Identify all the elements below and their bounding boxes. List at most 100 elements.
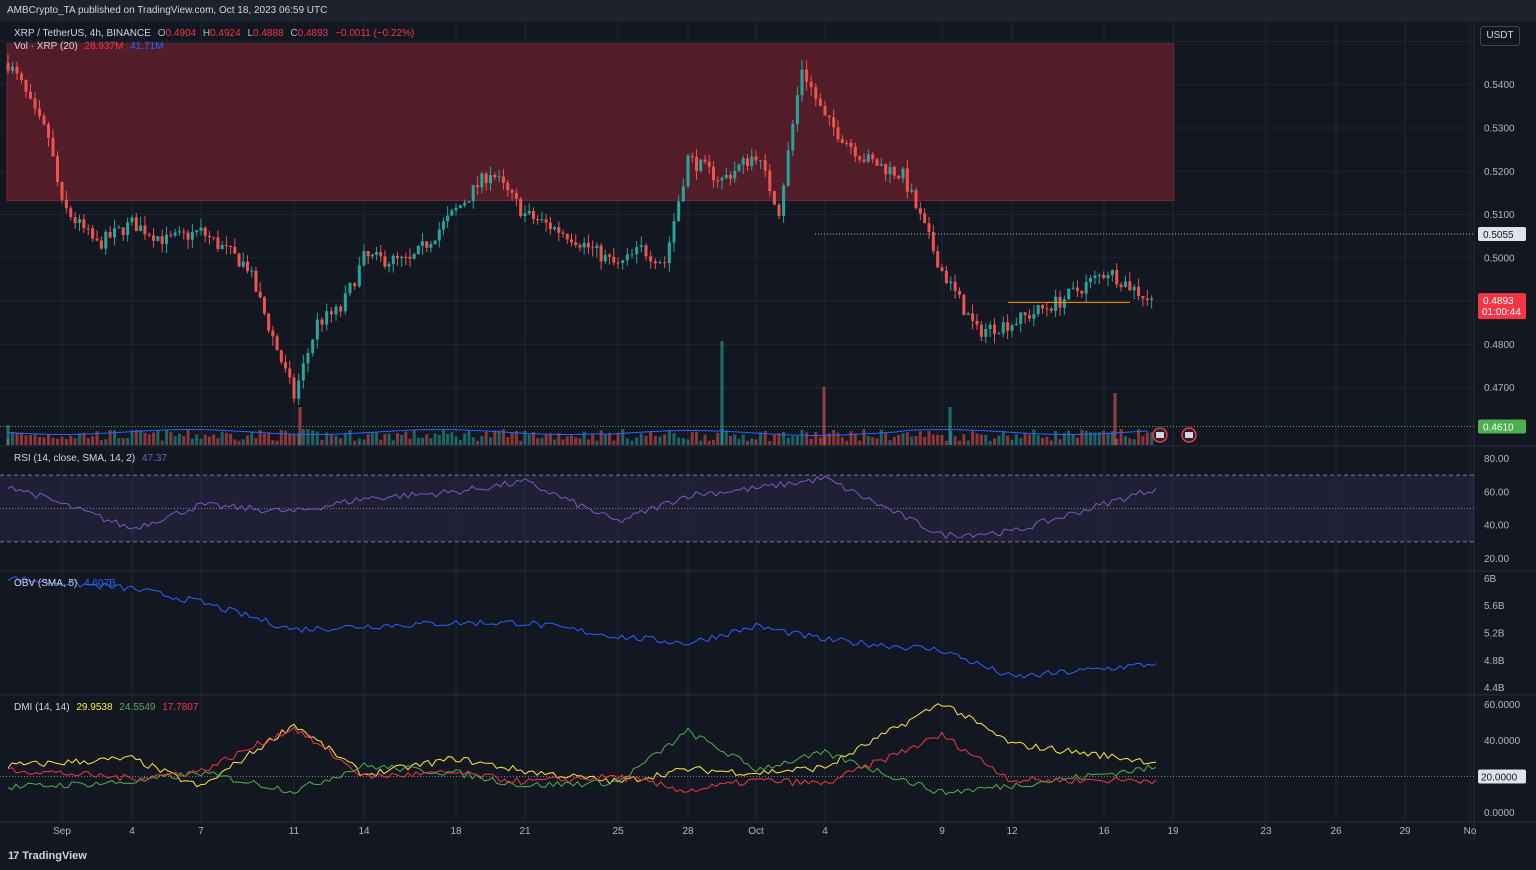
volume-bar bbox=[910, 436, 914, 445]
candle-body bbox=[484, 173, 488, 184]
volume-bar bbox=[962, 434, 966, 445]
indicator-tick-label: 40.00 bbox=[1484, 521, 1509, 532]
candle-body bbox=[301, 363, 305, 381]
candle-body bbox=[458, 205, 462, 208]
volume-bar bbox=[1128, 438, 1132, 445]
candle-body bbox=[716, 180, 720, 182]
volume-bar bbox=[212, 434, 216, 445]
volume-bar bbox=[78, 433, 81, 445]
candle-body bbox=[493, 175, 497, 178]
volume-bar bbox=[695, 431, 698, 445]
volume-bar bbox=[334, 435, 338, 445]
candle-body bbox=[362, 251, 366, 266]
volume-bar bbox=[69, 435, 73, 445]
obv-legend: OBV (SMA, 5) 4.607B bbox=[14, 578, 120, 589]
candle-body bbox=[86, 228, 90, 230]
candle-body bbox=[1097, 274, 1101, 276]
volume-bar bbox=[224, 432, 228, 445]
candle-body bbox=[82, 219, 86, 229]
candle-body bbox=[1119, 284, 1123, 288]
volume-bar bbox=[134, 430, 138, 445]
volume-spike bbox=[948, 407, 952, 445]
candle-body bbox=[699, 159, 703, 172]
tv-logo-icon: 17 bbox=[8, 850, 19, 862]
candle-body bbox=[421, 241, 425, 246]
tradingview-logo[interactable]: 17 TradingView bbox=[8, 850, 87, 862]
candle-body bbox=[1019, 312, 1023, 324]
candle-body bbox=[139, 225, 143, 232]
candle-body bbox=[1123, 281, 1127, 288]
price-tick-label: 0.4700 bbox=[1484, 383, 1515, 394]
volume-bar bbox=[557, 433, 561, 445]
candle-body bbox=[379, 252, 383, 257]
candle-body bbox=[814, 87, 818, 99]
time-tick-label: No bbox=[1464, 826, 1477, 837]
volume-bar bbox=[845, 440, 849, 445]
candle-body bbox=[339, 306, 343, 312]
volume-bar bbox=[177, 433, 181, 445]
candle-body bbox=[809, 81, 813, 88]
level-upper-label: 0.5055 bbox=[1483, 230, 1514, 241]
adx-line bbox=[7, 703, 1157, 788]
low-value: 0.4888 bbox=[253, 28, 284, 39]
volume-bar bbox=[527, 434, 531, 445]
volume-bar bbox=[437, 434, 441, 445]
chart-canvas[interactable]: 0.55000.54000.53000.52000.51000.50000.49… bbox=[0, 22, 1536, 842]
volume-bar bbox=[836, 432, 840, 445]
volume-bar bbox=[400, 434, 404, 445]
obv-value: 4.607B bbox=[84, 578, 116, 589]
candle-body bbox=[408, 256, 412, 259]
volume-bar bbox=[441, 429, 445, 445]
candle-body bbox=[126, 222, 130, 236]
candle-body bbox=[104, 231, 108, 249]
candle-body bbox=[207, 235, 211, 238]
candle-body bbox=[658, 262, 662, 264]
candle-body bbox=[467, 201, 471, 203]
volume-label[interactable]: Vol · XRP (20) bbox=[14, 41, 78, 52]
volume-bar bbox=[258, 429, 262, 445]
candle-body bbox=[763, 160, 767, 171]
last-price-label: 0.4893 bbox=[1483, 296, 1514, 307]
obv-label[interactable]: OBV (SMA, 5) bbox=[14, 578, 78, 589]
volume-bar bbox=[523, 430, 527, 445]
candle-body bbox=[625, 254, 629, 261]
volume-ma-line bbox=[7, 428, 1149, 436]
candle-body bbox=[879, 164, 883, 166]
candle-body bbox=[519, 198, 523, 217]
time-tick-label: 11 bbox=[289, 826, 300, 837]
candle-body bbox=[836, 127, 840, 140]
candle-body bbox=[871, 154, 875, 160]
volume-bar bbox=[375, 431, 379, 445]
volume-bar bbox=[979, 434, 983, 445]
candle-body bbox=[476, 185, 480, 188]
rsi-label[interactable]: RSI (14, close, SMA, 14, 2) bbox=[14, 453, 136, 464]
currency-button[interactable]: USDT bbox=[1480, 26, 1520, 46]
candle-body bbox=[429, 243, 433, 248]
time-tick-label: 14 bbox=[358, 826, 370, 837]
volume-bar bbox=[412, 429, 416, 445]
volume-bar bbox=[809, 438, 813, 445]
volume-bar bbox=[56, 438, 59, 445]
candle-body bbox=[497, 176, 501, 178]
symbol-label[interactable]: XRP / TetherUS, 4h, BINANCE bbox=[14, 28, 151, 39]
volume-bar bbox=[901, 433, 905, 445]
candle-body bbox=[866, 154, 870, 162]
candle-body bbox=[1106, 275, 1110, 278]
dmi-label[interactable]: DMI (14, 14) bbox=[14, 702, 70, 713]
volume-bar bbox=[988, 440, 992, 445]
time-tick-label: 16 bbox=[1098, 826, 1110, 837]
candle-body bbox=[348, 283, 352, 294]
volume-ma-value: 41.71M bbox=[130, 41, 164, 52]
volume-bar bbox=[814, 432, 818, 445]
candle-body bbox=[975, 320, 979, 325]
zones bbox=[6, 43, 1175, 202]
candle-body bbox=[795, 95, 799, 124]
volume-bar bbox=[339, 438, 343, 445]
volume-bar bbox=[603, 434, 607, 445]
rsi-line bbox=[7, 475, 1157, 540]
candle-body bbox=[1080, 290, 1084, 294]
volume-bar bbox=[216, 438, 220, 445]
volume-bar bbox=[143, 432, 147, 445]
candle-body bbox=[557, 227, 561, 233]
candle-body bbox=[224, 245, 228, 247]
